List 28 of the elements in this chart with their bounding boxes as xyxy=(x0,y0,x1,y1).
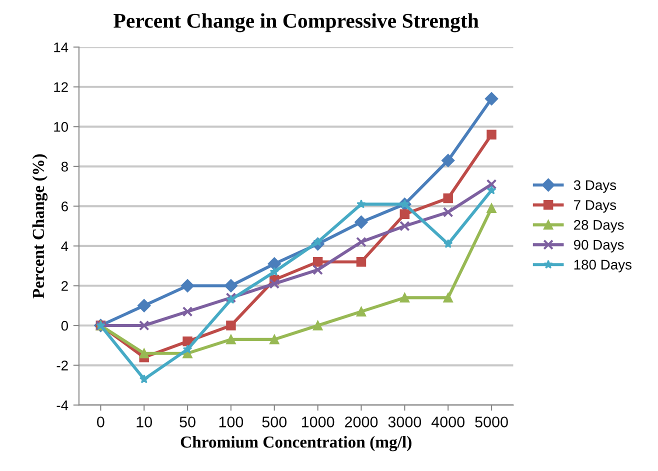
y-tick-label: 2 xyxy=(62,281,68,291)
x-axis-title: Chromium Concentration (mg/l) xyxy=(180,436,412,452)
x-tick-label: 5000 xyxy=(475,416,508,428)
y-tick-label: 0 xyxy=(61,320,68,331)
y-axis-title: Percent Change (%) xyxy=(32,154,48,298)
y-tick-label: 6 xyxy=(62,202,68,212)
x-tick-label: 0 xyxy=(97,416,104,428)
x-tick-label: 2000 xyxy=(345,416,378,428)
y-tick-label: 10 xyxy=(54,122,68,132)
x-tick-label: 10 xyxy=(136,416,152,428)
x-tick-label: 1000 xyxy=(302,416,334,428)
y-tick-label: 12 xyxy=(54,82,68,92)
legend-label: 28 Days xyxy=(574,220,624,233)
x-tick-label: 50 xyxy=(180,416,196,428)
legend-label: 90 Days xyxy=(574,240,624,252)
y-tick-label: 4 xyxy=(61,241,68,251)
x-tick-label: 500 xyxy=(262,416,287,428)
y-tick-label: -2 xyxy=(56,360,68,370)
x-tick-label: 4000 xyxy=(431,416,464,428)
x-tick-label: 3000 xyxy=(388,416,422,428)
legend-label: 180 Days xyxy=(574,260,632,272)
legend-label: 3 Days xyxy=(574,180,616,193)
y-tick-label: 14 xyxy=(54,42,68,52)
y-tick-label: 8 xyxy=(61,162,68,172)
x-tick-label: 100 xyxy=(219,416,244,428)
chart-title: Percent Change in Compressive Strength xyxy=(114,13,479,32)
y-tick-label: -4 xyxy=(56,400,68,410)
legend-label: 7 Days xyxy=(574,200,616,213)
